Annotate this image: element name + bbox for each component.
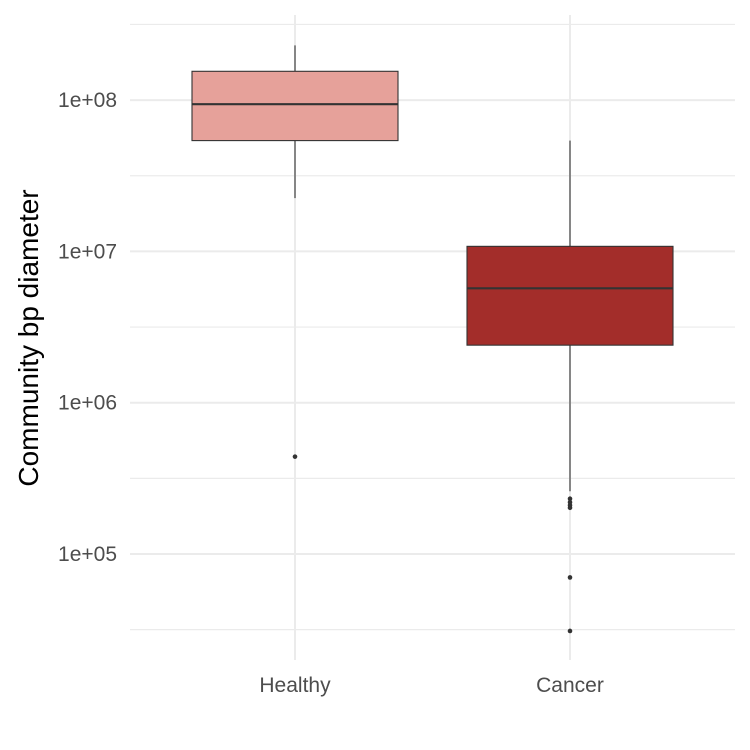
iqr-box — [466, 245, 674, 346]
y-tick-label: 1e+06 — [58, 392, 117, 415]
x-tick-label-cancer: Cancer — [536, 674, 604, 697]
outlier-point — [567, 628, 573, 634]
y-tick-label: 1e+05 — [58, 543, 117, 566]
outlier-point — [567, 496, 573, 502]
y-axis-label: Community bp diameter — [13, 189, 44, 486]
outlier-point — [292, 454, 298, 459]
y-tick-label: 1e+07 — [58, 240, 117, 263]
outlier-point — [567, 575, 573, 580]
x-axis-ticks: Healthy Cancer — [259, 674, 603, 697]
x-tick-label-healthy: Healthy — [259, 674, 331, 697]
outlier-point — [567, 505, 573, 511]
box-cancer — [466, 140, 674, 634]
grid — [130, 15, 735, 660]
y-tick-label: 1e+08 — [58, 89, 117, 112]
box-healthy — [191, 45, 399, 459]
box-series — [191, 45, 674, 634]
y-axis-ticks: 1e+05 1e+06 1e+07 1e+08 — [58, 89, 117, 566]
iqr-box — [191, 70, 399, 142]
